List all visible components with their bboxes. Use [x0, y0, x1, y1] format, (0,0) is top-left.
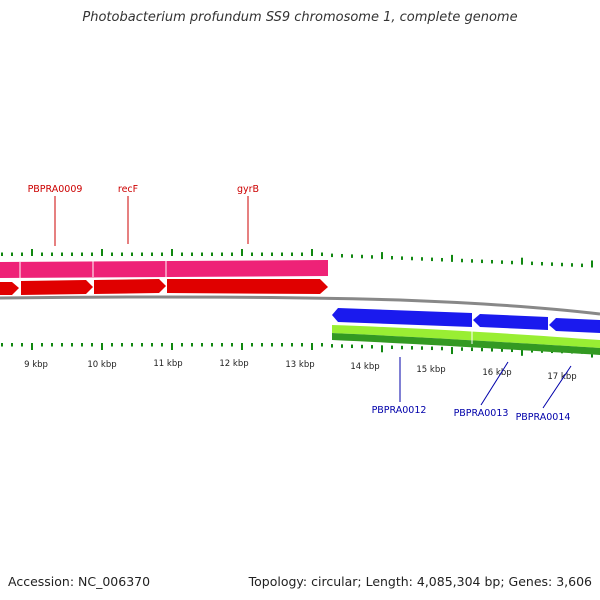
gene-arrow[interactable]	[21, 280, 93, 295]
tick-label: 10 kbp	[87, 360, 116, 370]
reverse-gene-track	[332, 308, 600, 333]
tick-label: 13 kbp	[285, 360, 314, 370]
forward-cds-track	[0, 260, 328, 278]
genome-backbone	[0, 295, 600, 316]
reverse-cds-feature[interactable]	[332, 325, 600, 348]
reverse-cds-band	[332, 333, 600, 355]
tick-label: 14 kbp	[350, 362, 379, 372]
gene-leader-line	[480, 361, 509, 406]
forward-gene-track	[0, 279, 328, 295]
gene-arrow[interactable]	[549, 318, 600, 333]
tick-label: 15 kbp	[416, 365, 445, 375]
gene-label[interactable]: PBPRA0009	[28, 184, 83, 195]
gene-label[interactable]: PBPRA0012	[372, 405, 427, 416]
reverse-cds-track	[332, 325, 600, 355]
gene-label[interactable]: gyrB	[237, 184, 259, 195]
tick-label: 16 kbp	[482, 368, 511, 378]
gene-arrow[interactable]	[473, 314, 548, 330]
gene-arrow[interactable]	[167, 279, 328, 294]
gene-labels: PBPRA0009 recF gyrB PBPRA0012 PBPRA0013 PBPRA…	[28, 184, 572, 423]
tick-label: 11 kbp	[153, 359, 182, 369]
gene-label[interactable]: recF	[118, 184, 138, 195]
forward-cds-feature[interactable]	[0, 260, 328, 278]
map-title: Photobacterium profundum SS9 chromosome …	[82, 10, 518, 25]
gene-arrow[interactable]	[332, 308, 472, 327]
gene-leader-line	[542, 365, 572, 409]
tick-label: 12 kbp	[219, 359, 248, 369]
accession-text: Accession: NC_006370	[8, 574, 151, 589]
genome-stats-text: Topology: circular; Length: 4,085,304 bp…	[248, 574, 592, 589]
gene-label[interactable]: PBPRA0014	[516, 412, 571, 423]
tick-labels: 9 kbp 10 kbp 11 kbp 12 kbp 13 kbp 14 kbp 15 kb…	[24, 359, 577, 382]
tick-label: 17 kbp	[547, 372, 576, 382]
gene-label[interactable]: PBPRA0013	[454, 408, 509, 419]
tick-label: 9 kbp	[24, 360, 48, 370]
gene-arrow[interactable]	[94, 279, 166, 294]
gene-arrow[interactable]	[0, 282, 19, 295]
